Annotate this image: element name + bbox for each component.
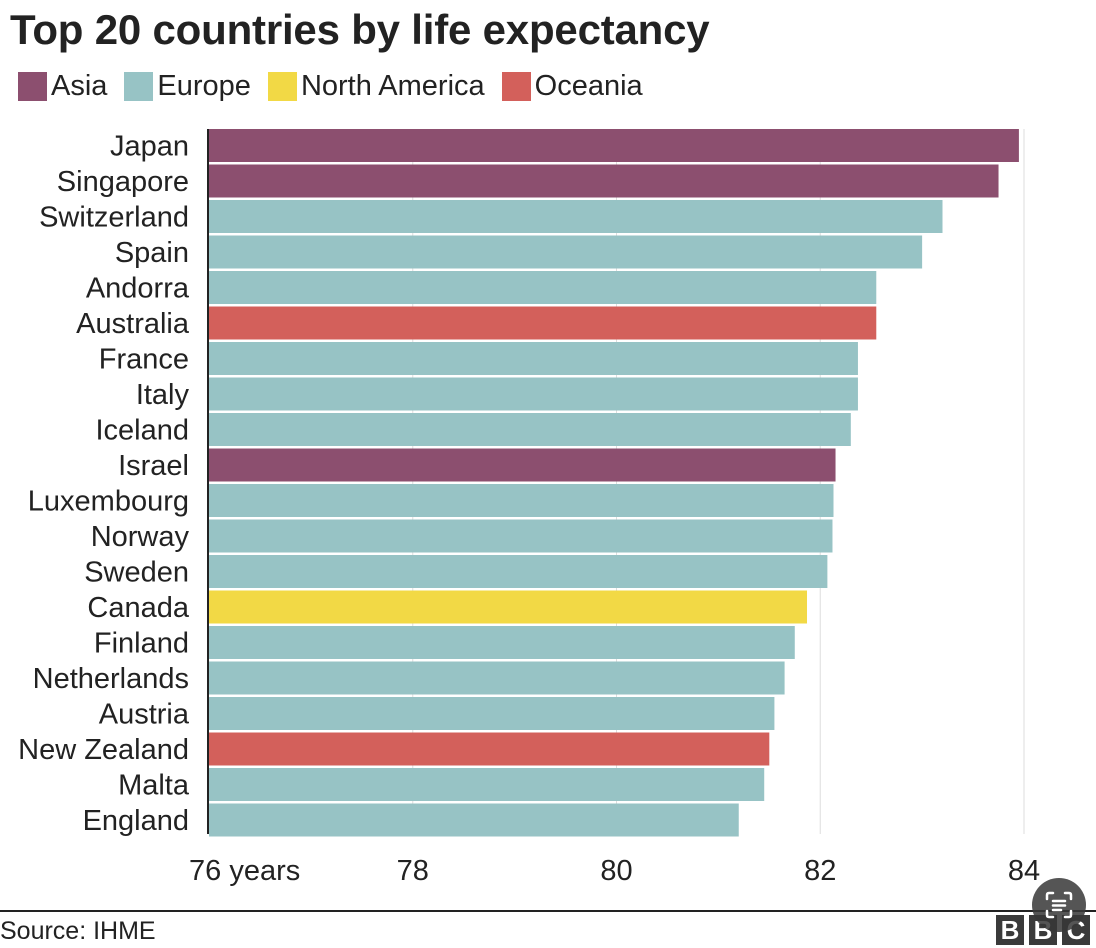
category-label-sweden: Sweden — [84, 557, 189, 589]
category-label-iceland: Iceland — [95, 415, 189, 447]
bar-australia — [209, 306, 877, 340]
bar-new-zealand — [209, 732, 770, 766]
bar-switzerland — [209, 200, 943, 233]
legend-label-oceania: Oceania — [534, 70, 643, 102]
category-label-spain: Spain — [115, 237, 189, 269]
legend-swatch-north-america — [267, 72, 297, 101]
category-label-singapore: Singapore — [57, 166, 189, 198]
category-labels: JapanSingaporeSwitzerlandSpainAndorraAus… — [18, 131, 190, 838]
legend-label-asia: Asia — [51, 70, 108, 102]
bar-france — [209, 342, 858, 375]
legend-item-oceania: Oceania — [501, 70, 643, 103]
legend-swatch-asia — [18, 72, 47, 101]
bbc-logo-letter-1: B — [996, 915, 1024, 945]
x-tick-label-84: 84 — [1008, 855, 1040, 887]
image-scan-icon — [1045, 891, 1073, 919]
category-label-new-zealand: New Zealand — [18, 734, 189, 766]
bar-spain — [209, 235, 923, 269]
bar-singapore — [209, 164, 999, 198]
category-label-italy: Italy — [136, 379, 190, 411]
category-label-norway: Norway — [91, 521, 190, 553]
chart-title: Top 20 countries by life expectancy — [10, 6, 710, 53]
legend-item-asia: Asia — [18, 70, 107, 103]
tick-labels: 76 years 78 80 82 84 — [189, 855, 1040, 887]
category-label-austria: Austria — [99, 699, 190, 731]
bar-england — [209, 803, 739, 837]
legend-item-north-america: North America — [267, 70, 485, 103]
legend-item-europe: Europe — [124, 70, 251, 103]
bar-canada — [209, 590, 808, 624]
category-label-japan: Japan — [110, 131, 189, 163]
category-label-andorra: Andorra — [86, 273, 190, 305]
footer-divider — [0, 910, 1096, 912]
bar-sweden — [209, 555, 828, 588]
x-tick-label-80: 80 — [600, 855, 632, 887]
bar-italy — [209, 377, 858, 411]
category-label-finland: Finland — [94, 628, 189, 660]
source-note: Source: IHME — [0, 917, 156, 945]
bar-israel — [209, 448, 836, 482]
x-tick-label-82: 82 — [804, 855, 836, 887]
category-label-france: France — [99, 344, 189, 376]
bar-norway — [209, 519, 833, 553]
bar-japan — [209, 129, 1019, 162]
category-label-switzerland: Switzerland — [39, 202, 189, 234]
x-tick-label-78: 78 — [397, 855, 429, 887]
bar-finland — [209, 626, 795, 659]
category-label-luxembourg: Luxembourg — [28, 486, 189, 518]
legend-swatch-oceania — [501, 72, 531, 101]
category-label-malta: Malta — [118, 770, 190, 802]
x-tick-label-76: 76 years — [189, 855, 300, 887]
category-label-england: England — [83, 805, 189, 837]
category-label-israel: Israel — [118, 450, 189, 482]
bar-malta — [209, 768, 765, 801]
category-label-netherlands: Netherlands — [33, 663, 189, 695]
bar-netherlands — [209, 661, 785, 695]
legend-label-north-america: North America — [300, 70, 485, 102]
legend-label-europe: Europe — [157, 70, 251, 102]
bars — [209, 129, 1019, 837]
category-label-canada: Canada — [87, 592, 189, 624]
category-label-australia: Australia — [76, 308, 190, 340]
bar-luxembourg — [209, 484, 834, 517]
bar-iceland — [209, 413, 851, 446]
image-scan-button[interactable] — [1032, 878, 1086, 932]
bar-andorra — [209, 271, 877, 304]
legend: Asia Europe North America Oceania — [18, 70, 660, 103]
legend-swatch-europe — [124, 72, 154, 101]
bar-austria — [209, 697, 775, 730]
